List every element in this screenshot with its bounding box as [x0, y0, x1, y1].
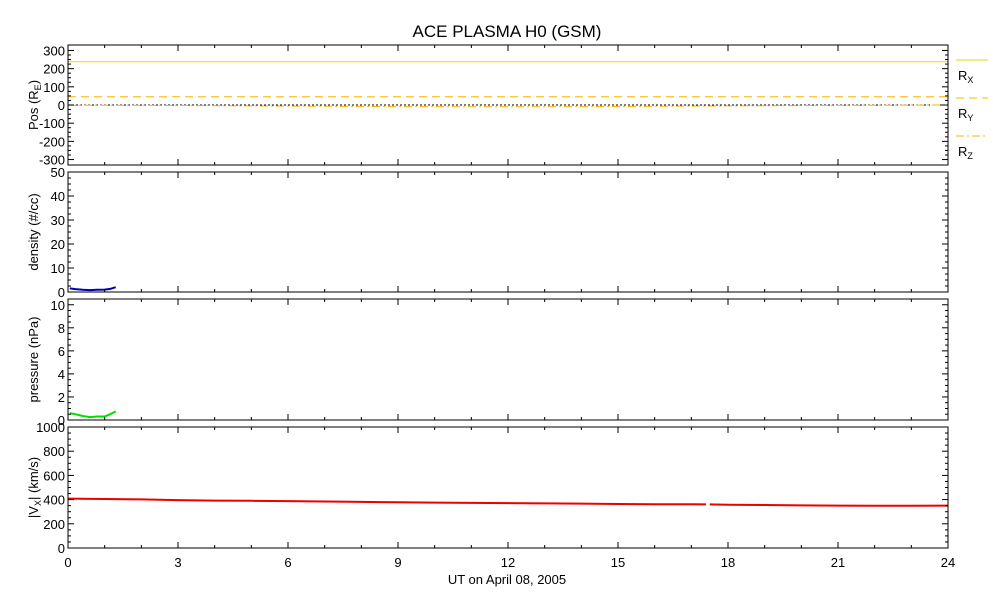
x-tick-label: 21: [831, 555, 845, 570]
x-tick-label: 9: [394, 555, 401, 570]
y-axis-label-position: Pos (RE): [26, 80, 43, 130]
y-tick-label: 300: [43, 43, 65, 58]
y-tick-label: 2: [58, 390, 65, 405]
y-tick-label: 200: [43, 62, 65, 77]
y-tick-label: 20: [51, 237, 65, 252]
y-tick-label: 0: [58, 285, 65, 300]
series-line-position-2: [67, 104, 949, 108]
panel-density: 50 40 30 20 10 0 density (#/cc): [26, 165, 949, 300]
y-tick-label: 400: [43, 493, 65, 508]
panel-position: 300 200 100 0 -100 -200 -300 Pos (RE) RX RY RZ: [26, 43, 988, 168]
x-tick-label: 12: [501, 555, 515, 570]
y-tick-label: -300: [39, 153, 65, 168]
y-tick-label: 1000: [36, 420, 65, 435]
x-tick-label: 3: [174, 555, 181, 570]
panel-frame: [67, 171, 949, 293]
legend-label-2: RZ: [958, 144, 973, 161]
y-tick-label: 200: [43, 517, 65, 532]
x-tick-label: 6: [284, 555, 291, 570]
y-tick-label: 10: [51, 261, 65, 276]
x-tick-label: 15: [611, 555, 625, 570]
y-tick-label: 6: [58, 344, 65, 359]
y-tick-label: 50: [51, 165, 65, 180]
x-tick-label: 18: [721, 555, 735, 570]
y-tick-label: 0: [58, 413, 65, 428]
series-line-pressure-0: [69, 410, 117, 419]
chart-title: ACE PLASMA H0 (GSM): [413, 22, 602, 41]
y-tick-label: 600: [43, 468, 65, 483]
y-tick-label: -100: [39, 116, 65, 131]
x-axis-label: UT on April 08, 2005: [448, 572, 566, 587]
y-tick-label: 800: [43, 444, 65, 459]
y-tick-label: 40: [51, 189, 65, 204]
y-tick-label: 0: [58, 541, 65, 556]
x-tick-label: 0: [64, 555, 71, 570]
panel-pressure: 10 8 6 4 2 0 pressure (nPa): [26, 298, 949, 428]
legend-label-0: RX: [958, 68, 973, 85]
series-line-density-0: [69, 286, 116, 292]
x-tick-label: 24: [941, 555, 955, 570]
y-tick-label: 8: [58, 321, 65, 336]
y-tick-label: -200: [39, 134, 65, 149]
y-tick-label: 10: [51, 298, 65, 313]
y-axis-label-pressure: pressure (nPa): [26, 317, 41, 403]
y-axis-label-velocity: |VX| (km/s): [26, 457, 43, 518]
series-line-velocity-0: [67, 497, 707, 506]
panel-velocity: 1000 800 600 400 200 0 |VX| (km/s): [26, 420, 949, 556]
y-tick-label: 0: [58, 98, 65, 113]
legend-label-1: RY: [958, 106, 973, 123]
y-tick-label: 100: [43, 80, 65, 95]
y-axis-label-density: density (#/cc): [26, 193, 41, 270]
y-tick-label: 30: [51, 213, 65, 228]
panel-frame: [67, 426, 949, 549]
panel-frame: [67, 298, 949, 421]
series-line-velocity-1: [709, 503, 949, 507]
y-tick-label: 4: [58, 367, 65, 382]
